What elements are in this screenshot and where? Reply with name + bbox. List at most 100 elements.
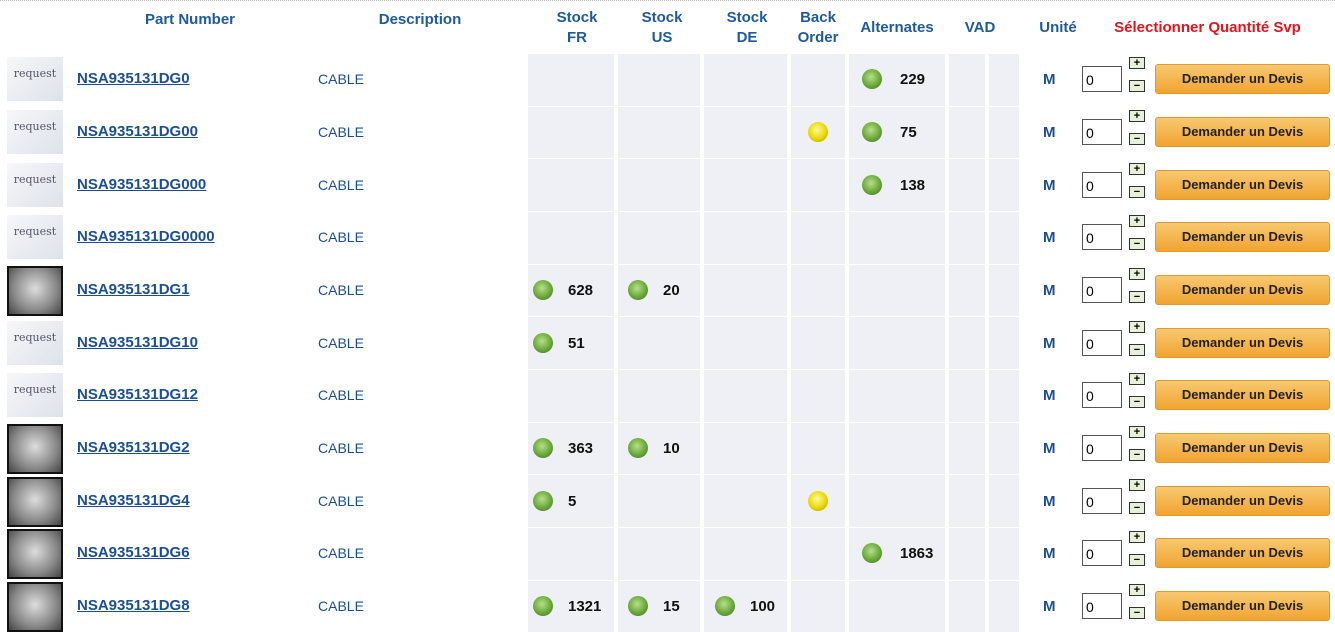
column-header: Unité (1036, 18, 1080, 38)
quote-button[interactable]: Demander un Devis (1155, 328, 1330, 358)
quantity-input[interactable]: 0 (1082, 119, 1122, 145)
quote-button[interactable]: Demander un Devis (1155, 486, 1330, 516)
decrement-button[interactable]: − (1129, 449, 1145, 461)
top-border (0, 0, 1335, 1)
stock-value: 363 (568, 440, 593, 457)
stock-value: 51 (568, 335, 585, 352)
quote-button[interactable]: Demander un Devis (1155, 64, 1330, 94)
thumbnail (7, 529, 63, 579)
part-number-link[interactable]: NSA935131DG00 (77, 123, 198, 140)
increment-button[interactable]: + (1129, 215, 1145, 227)
thumbnail: request (7, 321, 63, 365)
part-number-link[interactable]: NSA935131DG8 (77, 597, 190, 614)
increment-button[interactable]: + (1129, 373, 1145, 385)
increment-button[interactable]: + (1129, 268, 1145, 280)
stock-indicator (533, 280, 553, 300)
quantity-input[interactable]: 0 (1082, 435, 1122, 461)
part-number-link[interactable]: NSA935131DG1 (77, 281, 190, 298)
column-header: Description (360, 10, 480, 30)
increment-button[interactable]: + (1129, 479, 1145, 491)
decrement-button[interactable]: − (1129, 607, 1145, 619)
description: CABLE (318, 598, 364, 614)
description: CABLE (318, 282, 364, 298)
thumbnail: request (7, 110, 63, 154)
stock-value: 15 (663, 598, 680, 615)
increment-button[interactable]: + (1129, 584, 1145, 596)
row-divider (527, 211, 1020, 212)
decrement-button[interactable]: − (1129, 133, 1145, 145)
column-header: Part Number (95, 10, 285, 30)
stock-indicator (715, 596, 735, 616)
quote-button[interactable]: Demander un Devis (1155, 275, 1330, 305)
stock-value: 1863 (900, 545, 933, 562)
thumbnail (7, 477, 63, 527)
column-header: Stock DE (715, 8, 779, 48)
stock-value: 628 (568, 282, 593, 299)
description: CABLE (318, 124, 364, 140)
description: CABLE (318, 229, 364, 245)
decrement-button[interactable]: − (1129, 554, 1145, 566)
quantity-input[interactable]: 0 (1082, 172, 1122, 198)
decrement-button[interactable]: − (1129, 502, 1145, 514)
row-divider (527, 316, 1020, 317)
decrement-button[interactable]: − (1129, 291, 1145, 303)
increment-button[interactable]: + (1129, 110, 1145, 122)
unit: M (1043, 71, 1056, 88)
decrement-button[interactable]: − (1129, 396, 1145, 408)
unit: M (1043, 493, 1056, 510)
part-number-link[interactable]: NSA935131DG4 (77, 492, 190, 509)
quote-button[interactable]: Demander un Devis (1155, 433, 1330, 463)
page: {"table":{"headers":["Part Number","Desc… (0, 0, 1335, 632)
increment-button[interactable]: + (1129, 57, 1145, 69)
column-shade (704, 54, 787, 632)
column-header: VAD (950, 18, 1010, 38)
thumbnail (7, 266, 63, 316)
part-number-link[interactable]: NSA935131DG0000 (77, 228, 215, 245)
stock-indicator (533, 596, 553, 616)
row-divider (527, 158, 1020, 159)
quote-button[interactable]: Demander un Devis (1155, 538, 1330, 568)
quantity-input[interactable]: 0 (1082, 540, 1122, 566)
unit: M (1043, 440, 1056, 457)
row-divider (527, 527, 1020, 528)
quantity-input[interactable]: 0 (1082, 488, 1122, 514)
description: CABLE (318, 545, 364, 561)
quote-button[interactable]: Demander un Devis (1155, 380, 1330, 410)
column-shade (989, 54, 1019, 632)
stock-indicator (628, 280, 648, 300)
stock-value: 10 (663, 440, 680, 457)
increment-button[interactable]: + (1129, 321, 1145, 333)
quote-button[interactable]: Demander un Devis (1155, 117, 1330, 147)
increment-button[interactable]: + (1129, 426, 1145, 438)
decrement-button[interactable]: − (1129, 344, 1145, 356)
decrement-button[interactable]: − (1129, 80, 1145, 92)
decrement-button[interactable]: − (1129, 238, 1145, 250)
quantity-input[interactable]: 0 (1082, 593, 1122, 619)
thumbnail (7, 424, 63, 474)
quantity-input[interactable]: 0 (1082, 277, 1122, 303)
stock-indicator (533, 491, 553, 511)
part-number-link[interactable]: NSA935131DG12 (77, 386, 198, 403)
column-header: Back Order (790, 8, 846, 48)
increment-button[interactable]: + (1129, 531, 1145, 543)
part-number-link[interactable]: NSA935131DG0 (77, 70, 190, 87)
quantity-input[interactable]: 0 (1082, 66, 1122, 92)
unit: M (1043, 598, 1056, 615)
row-divider (527, 474, 1020, 475)
part-number-link[interactable]: NSA935131DG10 (77, 334, 198, 351)
quantity-input[interactable]: 0 (1082, 224, 1122, 250)
description: CABLE (318, 387, 364, 403)
quote-button[interactable]: Demander un Devis (1155, 170, 1330, 200)
part-number-link[interactable]: NSA935131DG6 (77, 544, 190, 561)
description: CABLE (318, 177, 364, 193)
part-number-link[interactable]: NSA935131DG000 (77, 176, 206, 193)
quote-button[interactable]: Demander un Devis (1155, 222, 1330, 252)
part-number-link[interactable]: NSA935131DG2 (77, 439, 190, 456)
back-order-indicator (808, 122, 828, 142)
unit: M (1043, 335, 1056, 352)
quantity-input[interactable]: 0 (1082, 382, 1122, 408)
quote-button[interactable]: Demander un Devis (1155, 591, 1330, 621)
increment-button[interactable]: + (1129, 163, 1145, 175)
decrement-button[interactable]: − (1129, 186, 1145, 198)
quantity-input[interactable]: 0 (1082, 330, 1122, 356)
